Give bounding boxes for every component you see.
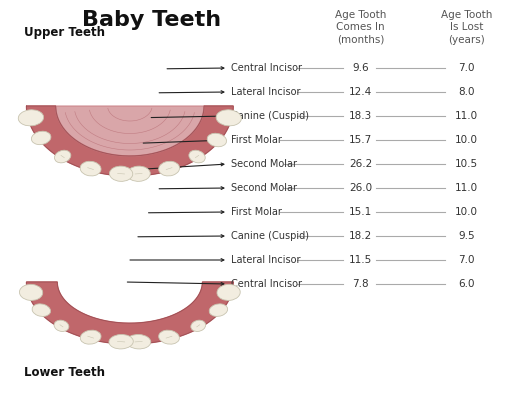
Ellipse shape	[209, 304, 227, 316]
Ellipse shape	[55, 150, 71, 163]
Ellipse shape	[81, 330, 101, 344]
Polygon shape	[26, 106, 233, 176]
Text: Central Incisor: Central Incisor	[231, 63, 302, 73]
Polygon shape	[26, 282, 233, 344]
Text: 7.0: 7.0	[458, 63, 475, 73]
Polygon shape	[56, 106, 204, 156]
Ellipse shape	[109, 334, 133, 349]
Ellipse shape	[20, 284, 43, 300]
Text: Central Incisor: Central Incisor	[231, 279, 302, 289]
Ellipse shape	[110, 166, 132, 181]
Text: First Molar: First Molar	[231, 135, 281, 145]
Text: Age Tooth
Comes In
(months): Age Tooth Comes In (months)	[335, 10, 386, 45]
Ellipse shape	[127, 334, 151, 349]
Ellipse shape	[189, 150, 205, 163]
Text: 10.0: 10.0	[455, 207, 478, 217]
Ellipse shape	[54, 320, 69, 332]
Text: Baby Teeth: Baby Teeth	[82, 10, 222, 30]
Ellipse shape	[31, 131, 51, 145]
Text: 10.0: 10.0	[455, 135, 478, 145]
Ellipse shape	[191, 320, 206, 332]
Text: 10.5: 10.5	[455, 159, 478, 169]
Text: Canine (Cuspid): Canine (Cuspid)	[231, 111, 308, 121]
Text: Lateral Incisor: Lateral Incisor	[231, 255, 300, 265]
Ellipse shape	[80, 161, 101, 176]
Text: 8.0: 8.0	[458, 87, 475, 97]
Text: 6.0: 6.0	[458, 279, 475, 289]
Text: Age Tooth
Is Lost
(years): Age Tooth Is Lost (years)	[441, 10, 492, 45]
Ellipse shape	[158, 161, 180, 176]
Text: 15.1: 15.1	[349, 207, 372, 217]
Text: Lateral Incisor: Lateral Incisor	[231, 87, 300, 97]
Text: 9.6: 9.6	[352, 63, 369, 73]
Text: 7.0: 7.0	[458, 255, 475, 265]
Ellipse shape	[18, 110, 43, 126]
Text: 18.3: 18.3	[349, 111, 372, 121]
Text: Second Molar: Second Molar	[231, 159, 297, 169]
Ellipse shape	[158, 330, 179, 344]
Ellipse shape	[207, 133, 226, 147]
Ellipse shape	[216, 110, 242, 126]
Text: Second Molar: Second Molar	[231, 183, 297, 193]
Text: 9.5: 9.5	[458, 231, 475, 241]
Text: 11.0: 11.0	[455, 111, 478, 121]
Ellipse shape	[32, 304, 50, 316]
Text: 26.2: 26.2	[349, 159, 372, 169]
Ellipse shape	[217, 284, 240, 300]
Text: Lower Teeth: Lower Teeth	[24, 366, 105, 379]
Text: Canine (Cuspid): Canine (Cuspid)	[231, 231, 308, 241]
Text: 15.7: 15.7	[349, 135, 372, 145]
Text: 26.0: 26.0	[349, 183, 372, 193]
Ellipse shape	[127, 166, 150, 181]
Text: First Molar: First Molar	[231, 207, 281, 217]
Text: 7.8: 7.8	[352, 279, 369, 289]
Text: 11.5: 11.5	[349, 255, 372, 265]
Text: Upper Teeth: Upper Teeth	[24, 26, 105, 39]
Text: 12.4: 12.4	[349, 87, 372, 97]
Text: 18.2: 18.2	[349, 231, 372, 241]
Text: 11.0: 11.0	[455, 183, 478, 193]
